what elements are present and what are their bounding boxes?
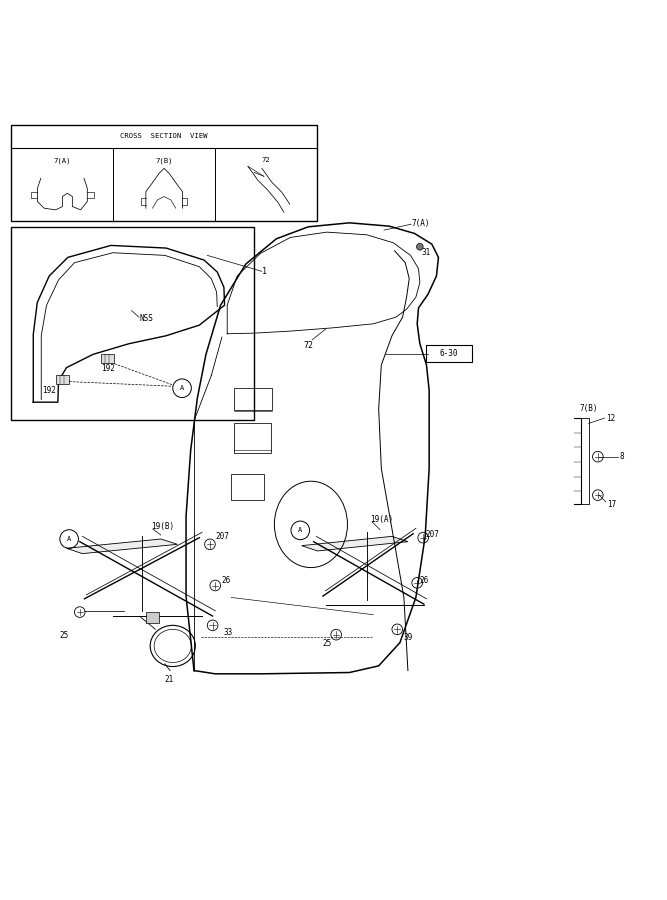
Text: 33: 33: [223, 628, 233, 637]
Text: A: A: [180, 385, 184, 392]
Text: 1: 1: [262, 267, 267, 276]
Text: 39: 39: [404, 633, 412, 642]
Text: 17: 17: [607, 500, 616, 509]
Text: 207: 207: [425, 530, 439, 539]
Polygon shape: [301, 536, 408, 551]
Bar: [11, 124, 317, 220]
Text: 8: 8: [619, 452, 624, 461]
Text: 192: 192: [101, 364, 115, 373]
Text: 7(B): 7(B): [579, 404, 598, 413]
Text: A: A: [67, 536, 71, 542]
Bar: [234, 388, 272, 410]
Text: 7(A): 7(A): [412, 219, 430, 228]
Text: 12: 12: [606, 414, 615, 423]
Text: 21: 21: [164, 675, 173, 684]
Text: CROSS  SECTION  VIEW: CROSS SECTION VIEW: [120, 133, 208, 140]
Bar: [11, 228, 253, 420]
Text: 192: 192: [43, 386, 57, 395]
Text: NSS: NSS: [139, 314, 153, 323]
Text: 26: 26: [420, 576, 429, 585]
Text: 7(A): 7(A): [53, 158, 71, 164]
Text: 19(A): 19(A): [370, 515, 393, 524]
Bar: [101, 354, 114, 363]
Text: 72: 72: [303, 340, 313, 349]
Bar: [231, 474, 264, 500]
Circle shape: [416, 243, 423, 250]
Text: 207: 207: [215, 532, 229, 541]
Text: 7(B): 7(B): [155, 158, 173, 164]
Text: 31: 31: [421, 248, 430, 257]
Text: 25: 25: [60, 632, 69, 641]
Text: 72: 72: [261, 158, 270, 164]
Text: A: A: [298, 527, 302, 534]
Bar: [56, 375, 69, 384]
Text: 25: 25: [323, 640, 332, 649]
Bar: [146, 612, 159, 623]
Text: 26: 26: [222, 576, 231, 585]
Polygon shape: [67, 539, 177, 554]
Bar: [234, 423, 271, 453]
Text: 19(B): 19(B): [151, 522, 174, 531]
Text: 6-30: 6-30: [440, 349, 458, 358]
FancyBboxPatch shape: [426, 345, 472, 363]
